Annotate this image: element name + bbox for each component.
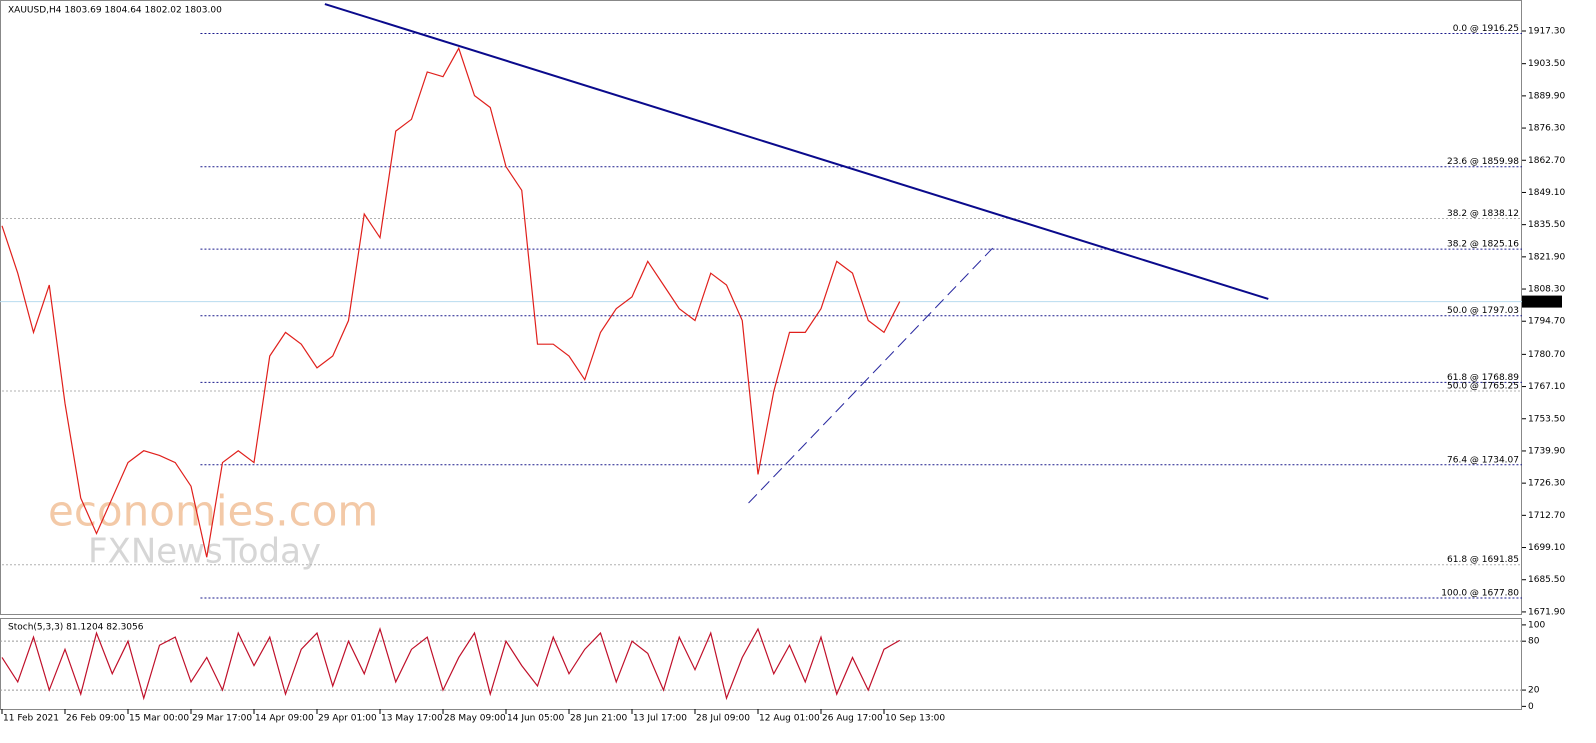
price-panel <box>0 0 1522 615</box>
x-tick-label: 13 May 17:00 <box>381 714 443 724</box>
watermark: economies.com <box>48 487 378 536</box>
watermark: FXNewsToday <box>88 532 321 572</box>
fib-label: 38.2 @ 1825.16 <box>1447 240 1519 250</box>
fib-label: 76.4 @ 1734.07 <box>1447 455 1519 465</box>
series-line <box>1 627 901 701</box>
y-tick-label: 1849.10 <box>1528 188 1565 198</box>
y-tick-label: 1917.30 <box>1528 27 1565 37</box>
trendline <box>748 247 994 504</box>
y-tick-label: 1876.30 <box>1528 124 1565 134</box>
y-tick-label: 1726.30 <box>1528 479 1565 489</box>
y-tick-label: 1753.50 <box>1528 414 1565 424</box>
price-tag <box>1522 295 1562 308</box>
fib-label: 50.0 @ 1765.25 <box>1447 381 1519 391</box>
x-tick-label: 28 Jul 09:00 <box>696 714 750 724</box>
x-tick-label: 15 Mar 00:00 <box>129 714 189 724</box>
x-tick-label: 29 Mar 17:00 <box>192 714 252 724</box>
stoch-title: Stoch(5,3,3) 81.1204 82.3056 <box>8 623 144 633</box>
y-tick-label: 80 <box>1528 637 1540 647</box>
y-tick-label: 1712.70 <box>1528 511 1565 521</box>
x-tick-label: 14 Apr 09:00 <box>255 714 314 724</box>
x-tick-label: 11 Feb 2021 <box>3 714 59 724</box>
x-tick-label: 29 Apr 01:00 <box>318 714 377 724</box>
trendline <box>324 3 1269 300</box>
y-tick-label: 1889.90 <box>1528 91 1565 101</box>
x-tick-label: 28 May 09:00 <box>444 714 506 724</box>
y-tick-label: 1699.10 <box>1528 543 1565 553</box>
x-tick-label: 12 Aug 01:00 <box>759 714 820 724</box>
y-tick-label: 1862.70 <box>1528 156 1565 166</box>
price-tag-label: 1803.00 <box>1525 297 1562 307</box>
y-tick-label: 1780.70 <box>1528 350 1565 360</box>
y-tick-label: 1794.70 <box>1528 317 1565 327</box>
fib-label: 23.6 @ 1859.98 <box>1447 157 1519 167</box>
y-tick-label: 1767.10 <box>1528 382 1565 392</box>
fib-label: 100.0 @ 1677.80 <box>1441 588 1519 598</box>
x-tick-label: 26 Feb 09:00 <box>66 714 125 724</box>
fib-label: 38.2 @ 1838.12 <box>1447 209 1519 219</box>
y-tick-label: 1903.50 <box>1528 59 1565 69</box>
x-tick-label: 28 Jun 21:00 <box>570 714 627 724</box>
x-tick-label: 26 Aug 17:00 <box>822 714 883 724</box>
x-tick-label: 14 Jun 05:00 <box>507 714 564 724</box>
y-tick-label: 100 <box>1528 620 1545 630</box>
y-tick-label: 1835.50 <box>1528 220 1565 230</box>
x-tick-label: 10 Sep 13:00 <box>885 714 945 724</box>
y-tick-label: 1821.90 <box>1528 252 1565 262</box>
fib-label: 61.8 @ 1691.85 <box>1447 555 1519 565</box>
y-tick-label: 1671.90 <box>1528 607 1565 617</box>
fib-label: 50.0 @ 1797.03 <box>1447 306 1519 316</box>
y-tick-label: 1685.50 <box>1528 575 1565 585</box>
chart-title: XAUUSD,H4 1803.69 1804.64 1802.02 1803.0… <box>8 6 222 16</box>
y-tick-label: 1808.30 <box>1528 285 1565 295</box>
y-tick-label: 0 <box>1528 702 1534 712</box>
fib-label: 0.0 @ 1916.25 <box>1453 24 1519 34</box>
stoch-panel <box>0 618 1522 710</box>
x-tick-label: 13 Jul 17:00 <box>633 714 687 724</box>
fib-label: 61.8 @ 1768.89 <box>1447 373 1519 383</box>
series-line <box>1 46 901 558</box>
y-tick-label: 20 <box>1528 686 1540 696</box>
y-tick-label: 1739.90 <box>1528 446 1565 456</box>
